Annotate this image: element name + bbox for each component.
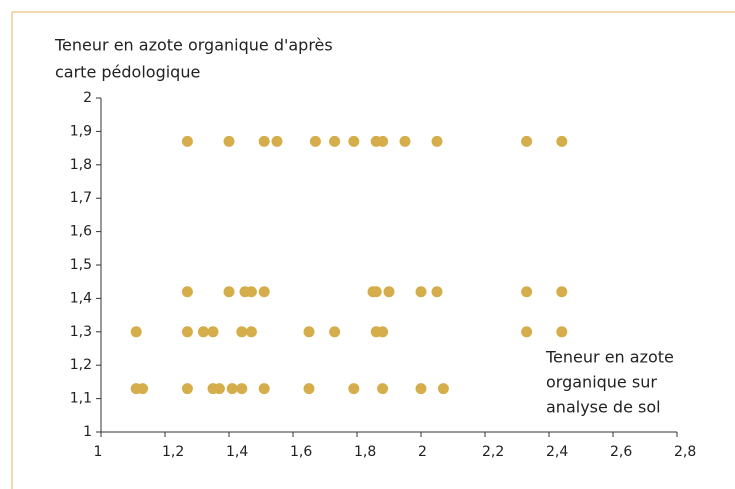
point [521,326,533,338]
point [213,383,225,395]
point [556,135,568,147]
x-tick-label: 1,6 [290,444,312,460]
point [303,326,315,338]
point [556,326,568,338]
y-tick-label: 1,1 [70,391,92,407]
x-tick-label: 2,4 [546,444,568,460]
point [245,286,257,298]
y-tick-label: 1,7 [70,190,92,206]
point [181,135,193,147]
point [303,383,315,395]
x-tick-label: 1,2 [162,444,184,460]
point [415,383,427,395]
x-axis-title: Teneur en azote [545,348,674,367]
point [181,286,193,298]
point [271,135,283,147]
point [348,383,360,395]
point [377,135,389,147]
x-tick-label: 2,8 [674,444,696,460]
point [329,135,341,147]
y-axis-title: carte pédologique [55,63,200,82]
point [377,326,389,338]
x-tick-label: 1 [94,444,103,460]
point [197,326,209,338]
y-tick-label: 1,5 [70,257,92,273]
point [556,286,568,298]
point [329,326,341,338]
y-tick-label: 1,3 [70,324,92,340]
x-tick-label: 2,2 [482,444,504,460]
point [258,286,270,298]
point [399,135,411,147]
point [437,383,449,395]
point [223,286,235,298]
x-axis-title: analyse de sol [546,398,661,417]
y-axis-title: Teneur en azote organique d'après [54,36,333,55]
y-tick-label: 2 [83,90,92,106]
point [415,286,427,298]
point [245,326,257,338]
y-tick-label: 1,4 [70,290,92,306]
y-tick-label: 1,8 [70,157,92,173]
point [521,135,533,147]
point [348,135,360,147]
point [207,326,219,338]
point [181,383,193,395]
point [226,383,238,395]
point [370,286,382,298]
point [258,135,270,147]
point [521,286,533,298]
point [383,286,395,298]
x-axis-title: organique sur [546,373,657,392]
y-tick-label: 1,9 [70,123,92,139]
point [377,383,389,395]
y-tick-label: 1,6 [70,224,92,240]
point [431,286,443,298]
point [236,326,248,338]
point [223,135,235,147]
point [431,135,443,147]
point [137,383,149,395]
x-tick-label: 2 [418,444,427,460]
point [236,383,248,395]
point [181,326,193,338]
y-tick-label: 1 [83,424,92,440]
point [258,383,270,395]
x-tick-label: 1,8 [354,444,376,460]
x-tick-label: 2,6 [610,444,632,460]
x-tick-label: 1,4 [226,444,248,460]
point [309,135,321,147]
point [130,326,142,338]
y-tick-label: 1,2 [70,357,92,373]
